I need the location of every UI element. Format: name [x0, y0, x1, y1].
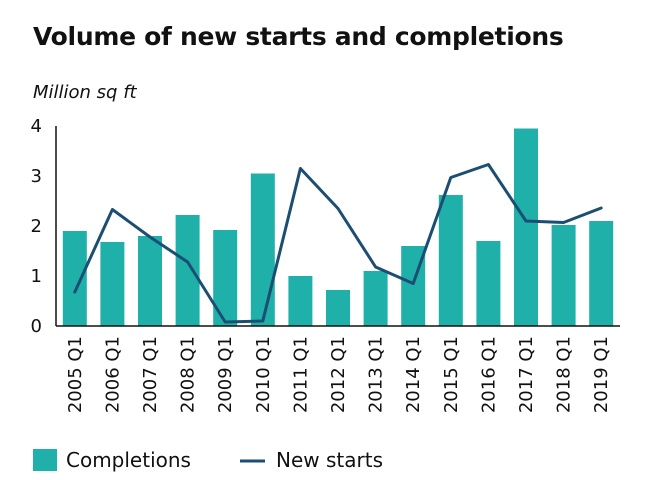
completions-bar-2006-q1 [100, 242, 125, 326]
y-tick-label: 4 [31, 116, 42, 137]
x-tick-label: 2011 Q1 [290, 336, 311, 413]
completions-bar-2007-q1 [138, 236, 162, 326]
x-tick-label: 2013 Q1 [366, 336, 387, 413]
x-tick-label: 2012 Q1 [328, 336, 349, 413]
completions-bar-2010-q1 [250, 173, 275, 326]
completions-bar-2018-q1 [551, 225, 576, 326]
legend-completions-swatch [33, 449, 57, 471]
y-tick-label: 3 [31, 166, 42, 187]
completions-bar-2016-q1 [476, 241, 501, 326]
y-axis-unit-label: Million sq ft [33, 82, 137, 103]
x-tick-label: 2007 Q1 [140, 336, 161, 413]
x-tick-label: 2015 Q1 [441, 336, 462, 413]
completions-bars [62, 128, 614, 326]
x-tick-label: 2010 Q1 [253, 336, 274, 413]
x-axis-ticks: 2005 Q1 2006 Q1 2007 Q1 2008 Q1 2009 Q1 2010 … [65, 336, 612, 413]
x-tick-label: 2014 Q1 [403, 336, 424, 413]
x-tick-label: 2008 Q1 [178, 336, 199, 413]
x-tick-label: 2016 Q1 [478, 336, 499, 413]
legend-new-starts-label: New starts [276, 448, 383, 472]
completions-bar-2009-q1 [213, 230, 238, 326]
x-tick-label: 2009 Q1 [215, 336, 236, 413]
completions-bar-2005-q1 [62, 231, 87, 326]
completions-bar-2019-q1 [589, 221, 614, 326]
legend-completions-label: Completions [66, 448, 191, 472]
completions-bar-2015-q1 [438, 195, 463, 326]
completions-bar-2012-q1 [326, 290, 350, 326]
x-tick-label: 2006 Q1 [102, 336, 123, 413]
y-tick-label: 2 [31, 216, 42, 237]
x-tick-label: 2018 Q1 [554, 336, 575, 413]
completions-bar-2011-q1 [288, 276, 313, 326]
y-axis-ticks: 0 1 2 3 4 [31, 116, 42, 337]
completions-bar-2013-q1 [363, 271, 388, 326]
chart-title: Volume of new starts and completions [33, 22, 564, 51]
completions-bar-2008-q1 [175, 215, 200, 326]
completions-bar-2017-q1 [514, 128, 538, 326]
x-tick-label: 2017 Q1 [516, 336, 537, 413]
x-tick-label: 2019 Q1 [591, 336, 612, 413]
y-tick-label: 1 [31, 266, 42, 287]
x-tick-label: 2005 Q1 [65, 336, 86, 413]
new-starts-line [73, 163, 603, 324]
y-tick-label: 0 [31, 316, 42, 337]
